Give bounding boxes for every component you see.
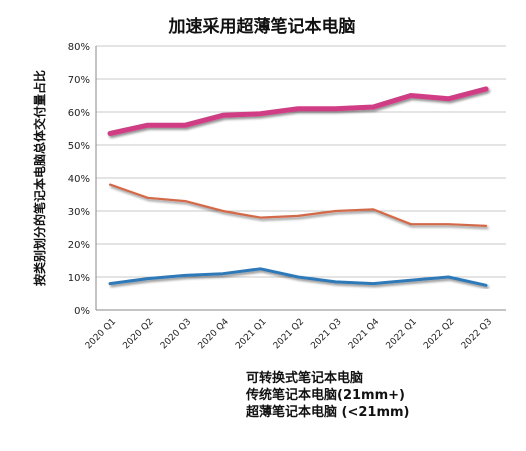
y-tick-label: 70% [68, 75, 90, 86]
gridlines [95, 45, 506, 311]
x-tick-label: 2020 Q3 [159, 317, 193, 351]
series-lines [107, 86, 489, 287]
chart-title: 加速采用超薄笔记本电脑 [168, 16, 356, 37]
legend-label: 传统笔记本电脑(21mm+) [245, 387, 405, 403]
x-tick-label: 2020 Q1 [84, 317, 118, 351]
y-tick-label: 20% [68, 240, 90, 251]
x-tick-label: 2020 Q4 [197, 317, 232, 352]
x-tick-labels: 2020 Q1 2020 Q2 2020 Q3 2020 Q4 2021 Q1 2021 … [84, 317, 494, 352]
y-tick-label: 60% [68, 108, 90, 119]
y-tick-label: 80% [68, 42, 90, 53]
x-tick-label: 2021 Q3 [309, 317, 343, 351]
x-tick-label: 2021 Q2 [272, 317, 306, 351]
y-tick-label: 0% [74, 306, 90, 317]
x-tick-label: 2021 Q1 [234, 317, 268, 351]
x-tick-label: 2022 Q1 [385, 317, 419, 351]
y-tick-label: 50% [68, 141, 90, 152]
legend-label: 可转换式笔记本电脑 [246, 370, 363, 386]
x-tick-label: 2020 Q2 [121, 317, 155, 351]
x-tick-label: 2021 Q4 [347, 317, 382, 352]
y-tick-labels: 0% 10% 20% 30% 40% 50% 60% 70% 80% [68, 42, 90, 317]
y-tick-label: 10% [68, 273, 90, 284]
y-axis-label: 按类别划分的笔记本电脑总体交付量占比 [32, 70, 47, 286]
x-tick-label: 2022 Q3 [460, 317, 494, 351]
y-tick-label: 30% [68, 207, 90, 218]
series-line-2 [107, 86, 489, 136]
y-tick-label: 40% [68, 174, 90, 185]
series-line-1 [108, 183, 488, 227]
legend-label: 超薄笔记本电脑 (<21mm) [246, 404, 409, 420]
x-tick-label: 2022 Q2 [422, 317, 456, 351]
